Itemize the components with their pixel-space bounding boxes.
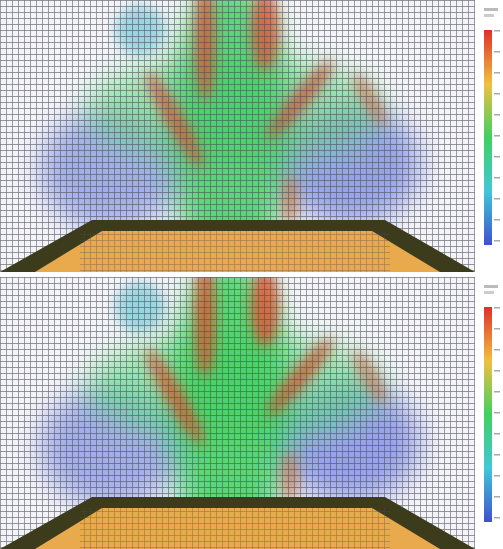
colorbar-tick xyxy=(494,475,500,477)
colorbar-tick xyxy=(494,135,500,137)
colorbar-tick xyxy=(494,454,500,456)
colorbar-tick xyxy=(494,219,500,221)
colorbar-tick xyxy=(494,240,500,242)
screenshot xyxy=(0,0,503,549)
colorbar-tick xyxy=(494,51,500,53)
colorbar-tick xyxy=(494,93,500,95)
colorbar-ticks xyxy=(494,30,500,519)
colorbar-tick xyxy=(494,496,500,498)
vector-field xyxy=(0,0,475,280)
colorbar-tick xyxy=(494,198,500,200)
bottom-panel xyxy=(0,257,498,549)
colorbar-tick xyxy=(494,517,500,519)
colorbar-tick xyxy=(494,156,500,158)
top-panel xyxy=(0,0,498,280)
colorbar-tick xyxy=(494,328,500,330)
colorbar-tick xyxy=(494,391,500,393)
colorbar-tick xyxy=(494,30,500,32)
vector-field xyxy=(0,257,475,549)
colorbar xyxy=(484,285,498,522)
colorbar-tick xyxy=(494,72,500,74)
colorbar-tick xyxy=(494,114,500,116)
colorbar-tick xyxy=(494,433,500,435)
colorbar-tick xyxy=(494,412,500,414)
colorbar-tick xyxy=(494,177,500,179)
colorbar xyxy=(484,8,498,245)
page: (() => { const data = JSON.parse(documen… xyxy=(0,0,503,549)
colorbar-tick xyxy=(494,307,500,309)
colorbar-tick xyxy=(494,370,500,372)
colorbar-tick xyxy=(494,349,500,351)
